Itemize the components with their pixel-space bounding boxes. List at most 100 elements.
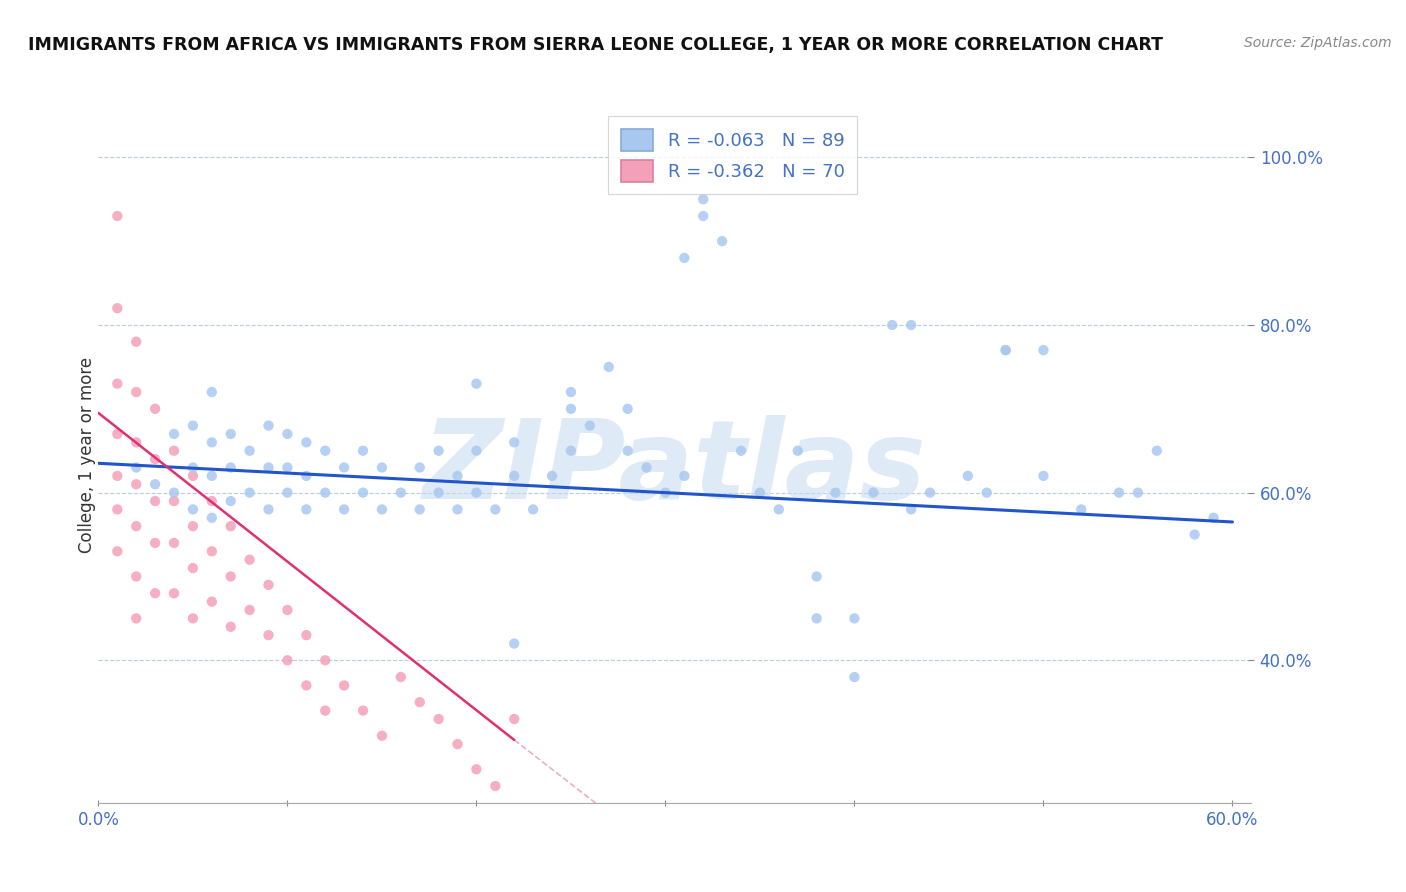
Point (219, 494, 242, 508)
Point (181, 418, 204, 433)
Point (1070, 502, 1092, 516)
Point (239, 485, 262, 500)
Point (105, 209, 128, 223)
Point (1126, 485, 1149, 500)
Point (219, 460, 242, 475)
Point (806, 611, 828, 625)
Point (786, 443, 808, 458)
Text: Source: ZipAtlas.com: Source: ZipAtlas.com (1244, 36, 1392, 50)
Point (692, 192, 714, 206)
Point (333, 502, 356, 516)
Point (1202, 510, 1225, 524)
Point (673, 468, 696, 483)
Point (295, 502, 318, 516)
Point (201, 594, 224, 608)
Point (409, 695, 432, 709)
Point (918, 485, 941, 500)
Point (163, 536, 186, 550)
Point (295, 678, 318, 692)
Point (465, 376, 488, 391)
Point (105, 468, 128, 483)
Point (314, 443, 336, 458)
Point (125, 569, 148, 583)
Point (219, 519, 242, 533)
Point (276, 603, 298, 617)
Point (163, 494, 186, 508)
Point (503, 636, 526, 650)
Point (371, 729, 394, 743)
Point (465, 443, 488, 458)
Point (295, 628, 318, 642)
Point (314, 704, 336, 718)
Point (143, 452, 166, 467)
Point (636, 460, 658, 475)
Point (181, 519, 204, 533)
Point (257, 628, 280, 642)
Point (314, 653, 336, 667)
Point (806, 569, 828, 583)
Point (844, 611, 866, 625)
Point (163, 443, 186, 458)
Point (239, 603, 262, 617)
Point (314, 485, 336, 500)
Point (257, 460, 280, 475)
Point (994, 343, 1017, 358)
Point (446, 502, 468, 516)
Point (976, 485, 998, 500)
Point (143, 494, 166, 508)
Point (824, 485, 846, 500)
Point (503, 712, 526, 726)
Point (143, 477, 166, 491)
Point (427, 485, 450, 500)
Point (219, 569, 242, 583)
Point (163, 586, 186, 600)
Text: IMMIGRANTS FROM AFRICA VS IMMIGRANTS FROM SIERRA LEONE COLLEGE, 1 YEAR OR MORE C: IMMIGRANTS FROM AFRICA VS IMMIGRANTS FRO… (28, 36, 1163, 54)
Y-axis label: College, 1 year or more: College, 1 year or more (79, 357, 96, 553)
Point (748, 485, 770, 500)
Point (352, 443, 374, 458)
Point (181, 460, 204, 475)
Point (181, 502, 204, 516)
Point (143, 401, 166, 416)
Point (579, 418, 602, 433)
Point (560, 443, 582, 458)
Point (163, 485, 186, 500)
Point (239, 552, 262, 566)
Point (1108, 485, 1130, 500)
Point (503, 468, 526, 483)
Point (389, 670, 412, 684)
Text: ZIPatlas: ZIPatlas (423, 416, 927, 523)
Point (844, 670, 866, 684)
Point (560, 385, 582, 400)
Point (219, 620, 242, 634)
Point (257, 578, 280, 592)
Point (125, 460, 148, 475)
Point (409, 502, 432, 516)
Point (201, 494, 224, 508)
Point (882, 318, 904, 332)
Point (181, 611, 204, 625)
Point (163, 427, 186, 442)
Point (730, 443, 752, 458)
Point (105, 544, 128, 558)
Point (276, 485, 298, 500)
Point (201, 510, 224, 524)
Point (125, 435, 148, 450)
Point (333, 460, 356, 475)
Point (598, 359, 620, 374)
Point (446, 468, 468, 483)
Point (125, 477, 148, 491)
Point (201, 544, 224, 558)
Point (768, 502, 790, 516)
Point (1032, 468, 1054, 483)
Point (181, 468, 204, 483)
Point (994, 343, 1017, 358)
Point (673, 251, 696, 265)
Point (105, 502, 128, 516)
Point (352, 485, 374, 500)
Point (1146, 443, 1168, 458)
Point (239, 443, 262, 458)
Point (125, 519, 148, 533)
Point (125, 611, 148, 625)
Point (711, 234, 734, 248)
